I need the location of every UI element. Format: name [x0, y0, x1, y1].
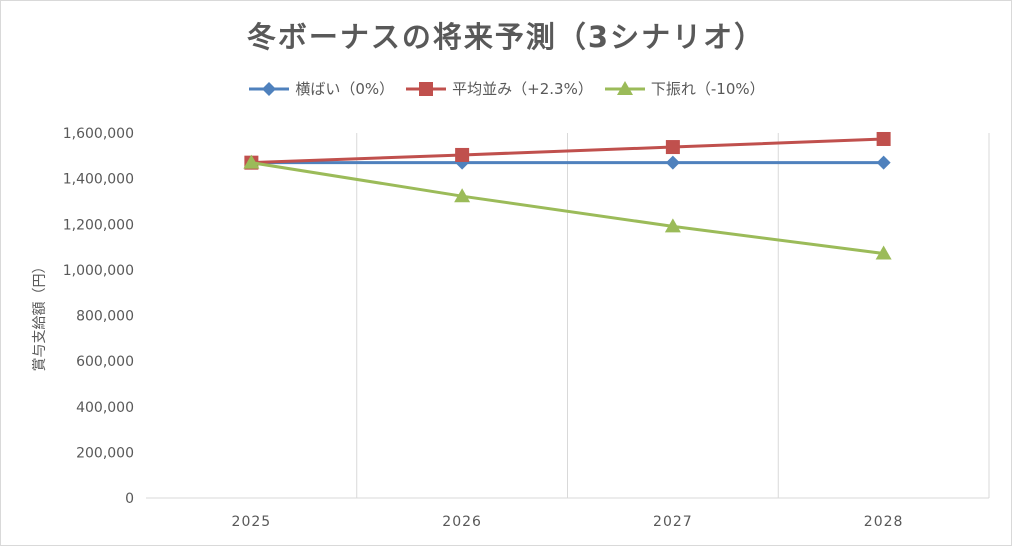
- data-point: [665, 155, 680, 170]
- y-tick-label: 1,000,000: [63, 263, 134, 279]
- data-point: [664, 218, 681, 233]
- legend-label: 下振れ（-10%）: [650, 80, 765, 98]
- y-tick-label: 800,000: [76, 309, 134, 325]
- data-point: [243, 154, 260, 169]
- legend-item: 平均並み（+2.3%）: [404, 78, 593, 99]
- y-tick-label: 400,000: [76, 400, 134, 416]
- y-axis-label: 賞与支給額（円）: [32, 260, 48, 372]
- legend-label: 平均並み（+2.3%）: [452, 80, 593, 98]
- data-point: [665, 140, 680, 155]
- series-line: [251, 137, 884, 165]
- data-point: [454, 188, 471, 203]
- y-tick-label: 600,000: [76, 354, 134, 370]
- legend: 横ばい（0%） 平均並み（+2.3%） 下振れ（-10%）: [0, 78, 1012, 99]
- series-line: [251, 161, 884, 256]
- y-tick-label: 200,000: [76, 445, 134, 461]
- y-tick-label: 1,200,000: [63, 217, 134, 233]
- x-tick-label: 2026: [442, 514, 482, 530]
- legend-marker: [419, 81, 434, 96]
- data-point: [876, 155, 891, 170]
- series-3: [243, 154, 892, 260]
- y-tick-label: 1,600,000: [63, 126, 134, 142]
- x-tick-label: 2027: [653, 514, 693, 530]
- y-tick-label: 0: [125, 491, 134, 507]
- data-point: [455, 147, 470, 162]
- legend-item: 横ばい（0%）: [247, 78, 394, 99]
- data-point: [876, 131, 891, 146]
- legend-triangle-icon: [604, 80, 645, 95]
- x-tick-label: 2028: [864, 514, 904, 530]
- legend-label: 横ばい（0%）: [295, 80, 395, 98]
- legend-diamond-icon: [249, 81, 290, 96]
- legend-marker: [262, 81, 277, 96]
- chart-title: 冬ボーナスの将来予測（3シナリオ）: [246, 20, 766, 54]
- legend-marker: [616, 80, 633, 95]
- legend-square-icon: [406, 81, 447, 96]
- x-tick-label: 2025: [232, 514, 272, 530]
- data-point: [875, 245, 892, 260]
- legend-item: 下振れ（-10%）: [603, 78, 765, 99]
- y-tick-label: 1,400,000: [63, 172, 134, 188]
